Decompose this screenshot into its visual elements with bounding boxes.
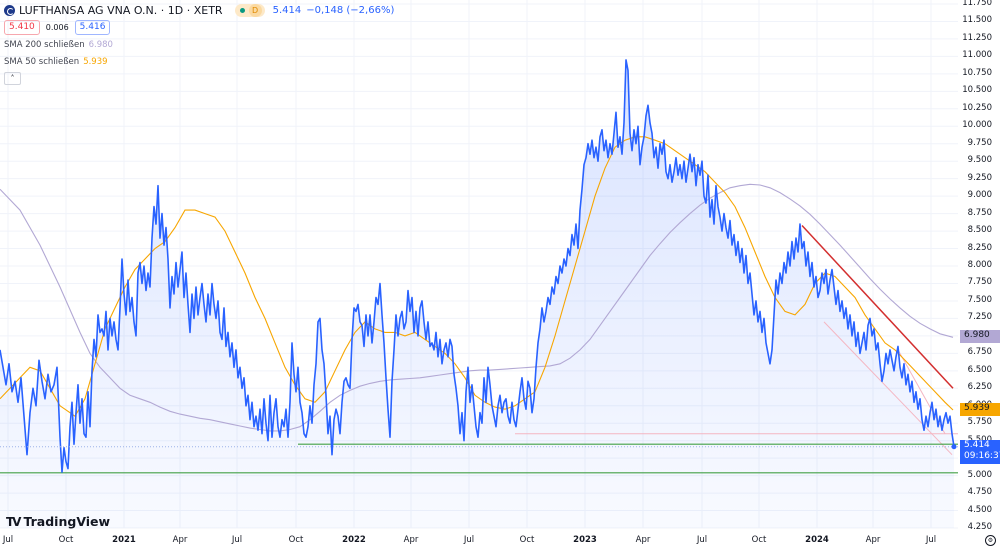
drawn-lines bbox=[0, 224, 958, 474]
time-tick-label: Oct bbox=[288, 535, 304, 545]
price-tick-label: 6.250 bbox=[967, 382, 992, 393]
symbol-title[interactable]: LUFTHANSA AG VNA O.N. · 1D · XETR bbox=[19, 4, 223, 17]
lufthansa-logo-icon bbox=[4, 5, 15, 16]
price-tick-label: 10.000 bbox=[962, 120, 992, 131]
last-price: 5.414 bbox=[272, 5, 302, 16]
price-tick-label: 10.500 bbox=[962, 85, 992, 96]
time-tick-label: 2024 bbox=[805, 535, 829, 545]
time-tick-label: Jul bbox=[231, 535, 243, 545]
indicator-value: 6.980 bbox=[88, 39, 113, 50]
last-price-badge: 5.414 09:16:37 bbox=[960, 439, 1000, 464]
time-tick-label: Apr bbox=[172, 535, 188, 545]
time-tick-label: Jul bbox=[463, 535, 475, 545]
price-tick-label: 10.250 bbox=[962, 102, 992, 113]
price-series-line bbox=[0, 59, 955, 473]
time-tick-label: Oct bbox=[751, 535, 767, 545]
indicator-value: 5.939 bbox=[83, 56, 108, 67]
sma50-line bbox=[0, 136, 954, 417]
time-tick-label: 2022 bbox=[342, 535, 366, 545]
last-price-badge-value: 5.414 bbox=[964, 439, 990, 450]
price-tick-label: 9.250 bbox=[967, 172, 992, 183]
indicator-label: SMA 200 schließen bbox=[4, 39, 85, 50]
price-tick-label: 11.000 bbox=[962, 50, 992, 61]
price-tick-label: 11.250 bbox=[962, 32, 992, 43]
price-tick-label: 9.750 bbox=[967, 137, 992, 148]
price-tick-label: 8.000 bbox=[967, 260, 992, 270]
sma200-badge: 6.980 bbox=[960, 330, 1000, 344]
data-delay-badge: D bbox=[248, 4, 262, 17]
price-tick-label: 4.500 bbox=[967, 504, 992, 515]
buy-button[interactable]: 5.416 bbox=[74, 20, 111, 35]
chevron-up-icon: ˄ bbox=[10, 74, 15, 83]
time-tick-label: Jul bbox=[696, 535, 708, 545]
price-tick-label: 7.500 bbox=[967, 294, 992, 305]
price-tick-label: 6.500 bbox=[967, 364, 992, 375]
time-tick-label: Apr bbox=[403, 535, 419, 545]
gear-icon: ⚙ bbox=[987, 537, 994, 544]
time-tick-label: Apr bbox=[635, 535, 651, 545]
chart-legend: LUFTHANSA AG VNA O.N. · 1D · XETR D 5.41… bbox=[4, 2, 394, 85]
time-tick-label: 2023 bbox=[573, 535, 597, 545]
price-tick-label: 11.750 bbox=[962, 0, 992, 8]
time-tick-label: Oct bbox=[58, 535, 74, 545]
price-tick-label: 8.500 bbox=[967, 225, 992, 236]
price-tick-label: 10.750 bbox=[962, 67, 992, 78]
countdown-timer: 09:16:37 bbox=[964, 450, 1000, 461]
time-tick-label: Apr bbox=[865, 535, 881, 545]
time-tick-label: Jul bbox=[925, 535, 937, 545]
market-open-dot-icon bbox=[239, 8, 245, 13]
price-tick-label: 8.750 bbox=[967, 207, 992, 218]
time-tick-label: Jul bbox=[2, 535, 14, 545]
price-tick-label: 4.750 bbox=[967, 487, 992, 498]
sma200-badge-value: 6.980 bbox=[964, 330, 990, 341]
indicator-label: SMA 50 schließen bbox=[4, 56, 80, 67]
price-tick-label: 8.250 bbox=[967, 242, 992, 253]
bid-ask-row: 5.410 0.006 5.416 bbox=[4, 19, 394, 36]
time-tick-label: Oct bbox=[519, 535, 535, 545]
indicator-sma200[interactable]: SMA 200 schließen 6.980 bbox=[4, 36, 394, 53]
time-tick-label: 2021 bbox=[112, 535, 136, 545]
sma200-line bbox=[0, 183, 954, 432]
price-tick-label: 5.750 bbox=[967, 417, 992, 428]
tradingview-mark-icon: TV bbox=[6, 514, 22, 529]
symbol-row: LUFTHANSA AG VNA O.N. · 1D · XETR D 5.41… bbox=[4, 2, 394, 19]
price-tick-label: 11.500 bbox=[962, 15, 992, 26]
price-tick-label: 4.250 bbox=[967, 522, 992, 533]
price-tick-label: 9.500 bbox=[967, 155, 992, 166]
price-tick-label: 5.000 bbox=[967, 469, 992, 480]
market-status-pill[interactable]: D bbox=[234, 4, 265, 17]
sma50-badge-value: 5.939 bbox=[964, 403, 990, 413]
trendline-resistance[interactable] bbox=[801, 224, 954, 389]
price-tick-label: 7.750 bbox=[967, 277, 992, 288]
sma50-badge: 5.939 bbox=[960, 403, 1000, 416]
price-area-fill bbox=[0, 59, 954, 529]
collapse-legend-button[interactable]: ˄ bbox=[4, 72, 21, 85]
price-tick-label: 7.250 bbox=[967, 312, 992, 323]
tradingview-logo[interactable]: TV TradingView bbox=[6, 514, 110, 529]
tradingview-wordmark: TradingView bbox=[23, 514, 111, 529]
spread-value: 0.006 bbox=[45, 23, 69, 32]
last-price-dot bbox=[951, 444, 957, 450]
price-tick-label: 6.750 bbox=[967, 347, 992, 358]
axis-settings-button[interactable]: ⚙ bbox=[985, 535, 996, 546]
channel-lower[interactable] bbox=[823, 321, 953, 456]
price-change: −0,148 (−2,66%) bbox=[306, 5, 395, 16]
price-tick-label: 9.000 bbox=[967, 190, 992, 201]
sell-button[interactable]: 5.410 bbox=[4, 20, 40, 35]
indicator-sma50[interactable]: SMA 50 schließen 5.939 bbox=[4, 53, 394, 70]
